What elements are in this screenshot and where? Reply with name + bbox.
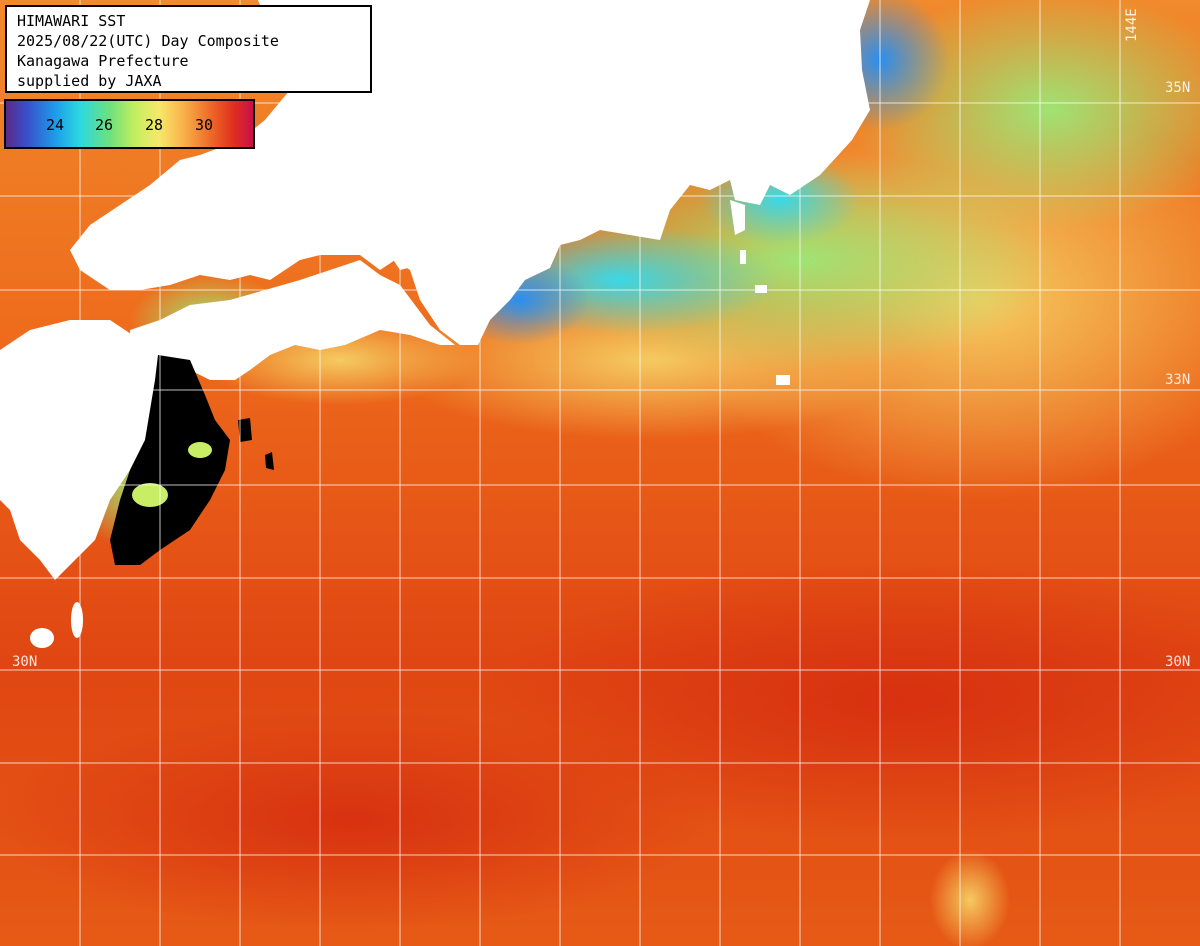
grid-label-144e: 144E [1124, 8, 1140, 42]
cloud-mask-small-1 [238, 418, 252, 442]
legend-label-26: 26 [95, 116, 114, 134]
honshu-north [265, 0, 600, 150]
legend-label-28: 28 [145, 116, 164, 134]
grid-label-30n-left: 30N [12, 654, 38, 670]
izu-peninsula [730, 200, 745, 235]
grid-label-136e: 136E [484, 8, 500, 42]
grid-label-30n-right: 30N [1165, 654, 1191, 670]
title-date: 2025/08/22(UTC) Day Composite [17, 32, 279, 50]
izu-island-2 [776, 375, 790, 385]
sst-patch-1 [132, 483, 168, 507]
grid-label-33-left: 33 [10, 372, 27, 388]
sst-patch-2 [188, 442, 212, 458]
tanegashima-island [30, 628, 54, 648]
yakushima-island [71, 602, 83, 638]
grid-label-33n: 33N [1165, 372, 1191, 388]
small-island-west [8, 408, 32, 432]
izu-island-3 [740, 250, 746, 264]
title-product: HIMAWARI SST [17, 12, 126, 30]
title-box: HIMAWARI SST 2025/08/22(UTC) Day Composi… [5, 5, 372, 93]
awaji-island [380, 230, 430, 270]
cloud-mask-kyushu [110, 355, 230, 565]
izu-island-1 [755, 285, 767, 293]
legend-label-30: 30 [195, 116, 214, 134]
legend-label-24: 24 [46, 116, 65, 134]
cool-water-island-south [930, 850, 1010, 946]
color-scale-legend: 24 26 28 30 [4, 99, 255, 149]
cloud-mask-small-2 [265, 452, 274, 470]
title-region: Kanagawa Prefecture [17, 52, 189, 70]
title-credit: supplied by JAXA [17, 72, 162, 90]
warm-water-band-south [0, 710, 710, 930]
honshu-land [70, 0, 870, 345]
grid-label-35n: 35N [1165, 80, 1191, 96]
